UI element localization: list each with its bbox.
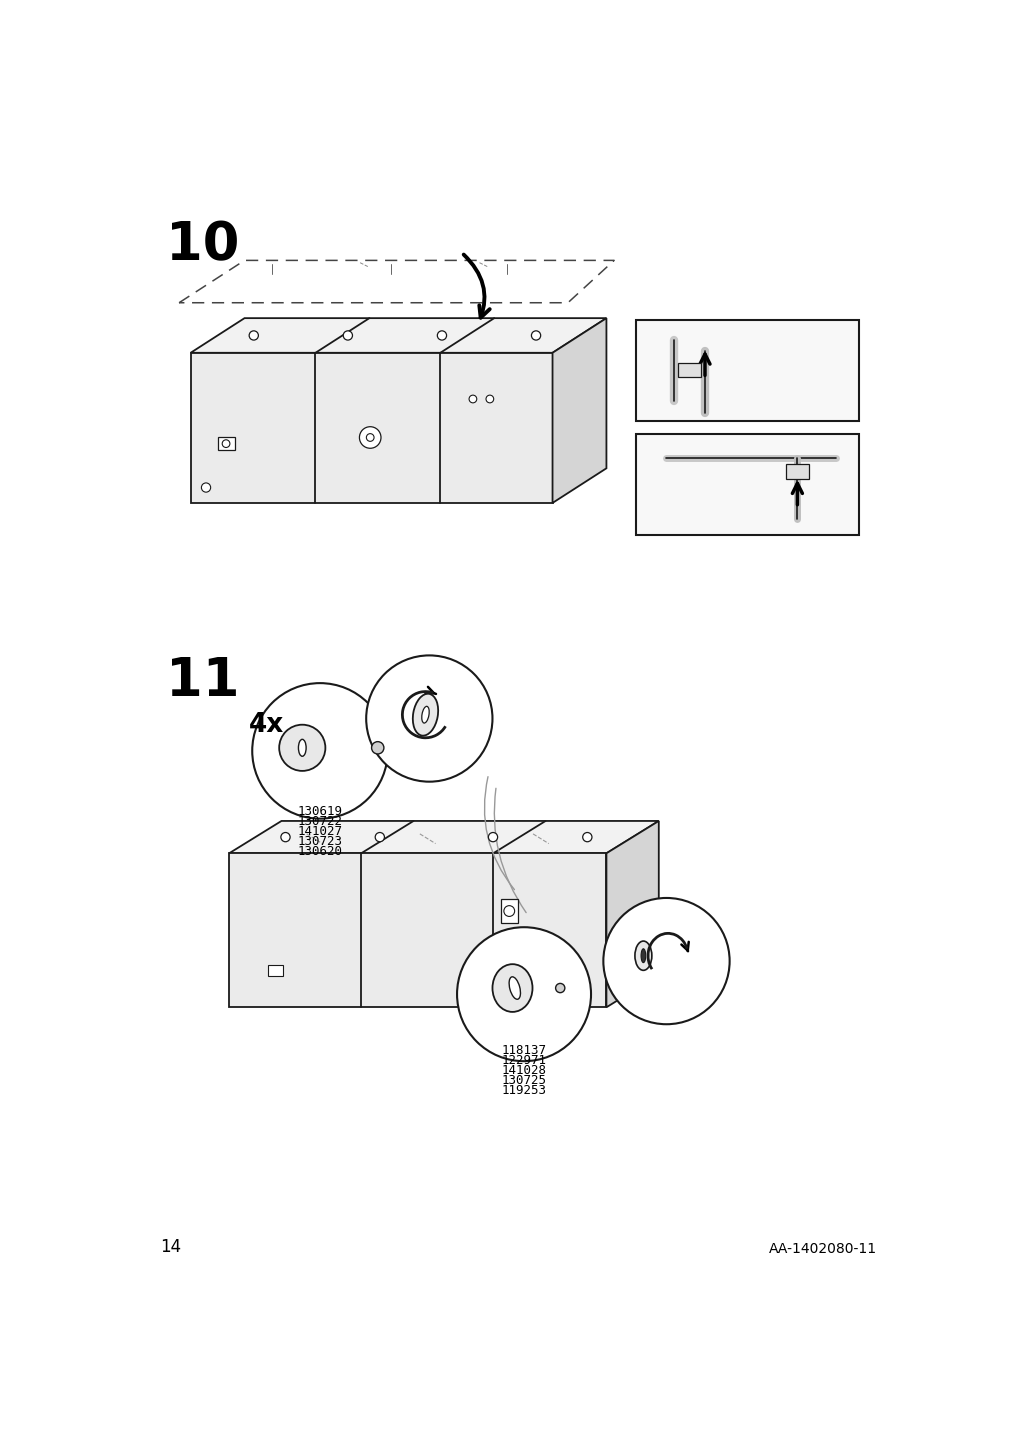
Bar: [635, 321, 858, 421]
Circle shape: [457, 927, 590, 1061]
Circle shape: [503, 905, 515, 916]
Polygon shape: [228, 821, 658, 853]
Text: 4x: 4x: [460, 974, 495, 1000]
Polygon shape: [190, 318, 606, 352]
Bar: [635, 434, 858, 534]
Polygon shape: [190, 352, 552, 503]
Text: 141028: 141028: [501, 1064, 546, 1077]
Circle shape: [222, 440, 229, 447]
Text: 141027: 141027: [297, 825, 342, 838]
Circle shape: [249, 331, 258, 339]
Text: 130723: 130723: [297, 835, 342, 848]
Text: 14: 14: [160, 1239, 181, 1256]
Text: 10: 10: [166, 219, 240, 272]
Circle shape: [343, 331, 352, 339]
Polygon shape: [228, 853, 606, 1007]
Bar: [267, 965, 283, 975]
Circle shape: [582, 832, 591, 842]
Text: 118137: 118137: [501, 1044, 546, 1057]
Circle shape: [375, 832, 384, 842]
Text: 122971: 122971: [501, 1054, 546, 1067]
Text: 119253: 119253: [501, 1084, 546, 1097]
Circle shape: [371, 742, 383, 755]
Circle shape: [437, 331, 446, 339]
Circle shape: [488, 832, 497, 842]
Text: 130620: 130620: [297, 845, 342, 858]
Circle shape: [252, 683, 387, 819]
Circle shape: [279, 725, 326, 770]
Text: AA-1402080-11: AA-1402080-11: [768, 1242, 877, 1256]
Circle shape: [485, 395, 493, 402]
Circle shape: [366, 656, 492, 782]
Circle shape: [603, 898, 729, 1024]
Ellipse shape: [422, 706, 429, 723]
Ellipse shape: [509, 977, 520, 1000]
Bar: [677, 362, 701, 377]
Text: 130722: 130722: [297, 815, 342, 828]
Bar: [500, 899, 518, 922]
Text: 130619: 130619: [297, 805, 342, 818]
Ellipse shape: [634, 941, 651, 971]
Bar: [217, 438, 235, 450]
Circle shape: [468, 395, 476, 402]
Text: 11: 11: [166, 656, 240, 707]
Circle shape: [201, 483, 210, 493]
Circle shape: [281, 832, 290, 842]
Circle shape: [531, 331, 540, 339]
Ellipse shape: [298, 739, 305, 756]
Circle shape: [555, 984, 564, 992]
Circle shape: [359, 427, 380, 448]
Text: 130725: 130725: [501, 1074, 546, 1087]
Polygon shape: [606, 821, 658, 1007]
Ellipse shape: [492, 964, 532, 1012]
Circle shape: [366, 434, 374, 441]
Text: 4x: 4x: [248, 712, 283, 737]
Ellipse shape: [640, 949, 645, 962]
Bar: [786, 464, 808, 480]
Ellipse shape: [412, 693, 438, 736]
Polygon shape: [552, 318, 606, 503]
